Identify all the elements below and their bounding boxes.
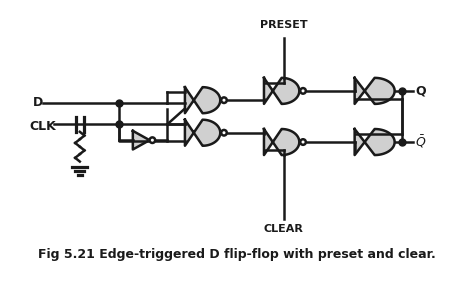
- Circle shape: [221, 130, 227, 136]
- Text: PRESET: PRESET: [260, 21, 307, 30]
- Polygon shape: [264, 129, 299, 155]
- Circle shape: [300, 88, 306, 94]
- Polygon shape: [355, 129, 395, 155]
- Text: CLEAR: CLEAR: [264, 224, 303, 234]
- Polygon shape: [264, 78, 299, 104]
- Text: CLK: CLK: [29, 120, 56, 133]
- Text: Q: Q: [415, 84, 426, 97]
- Polygon shape: [185, 87, 220, 113]
- Text: $\bar{Q}$: $\bar{Q}$: [415, 134, 427, 150]
- Polygon shape: [133, 131, 150, 149]
- Text: Fig 5.21 Edge-triggered D flip-flop with preset and clear.: Fig 5.21 Edge-triggered D flip-flop with…: [38, 248, 436, 261]
- Circle shape: [150, 137, 155, 143]
- Circle shape: [221, 97, 227, 103]
- Polygon shape: [185, 120, 220, 146]
- Text: D: D: [33, 97, 44, 109]
- Circle shape: [300, 139, 306, 145]
- Polygon shape: [355, 78, 395, 104]
